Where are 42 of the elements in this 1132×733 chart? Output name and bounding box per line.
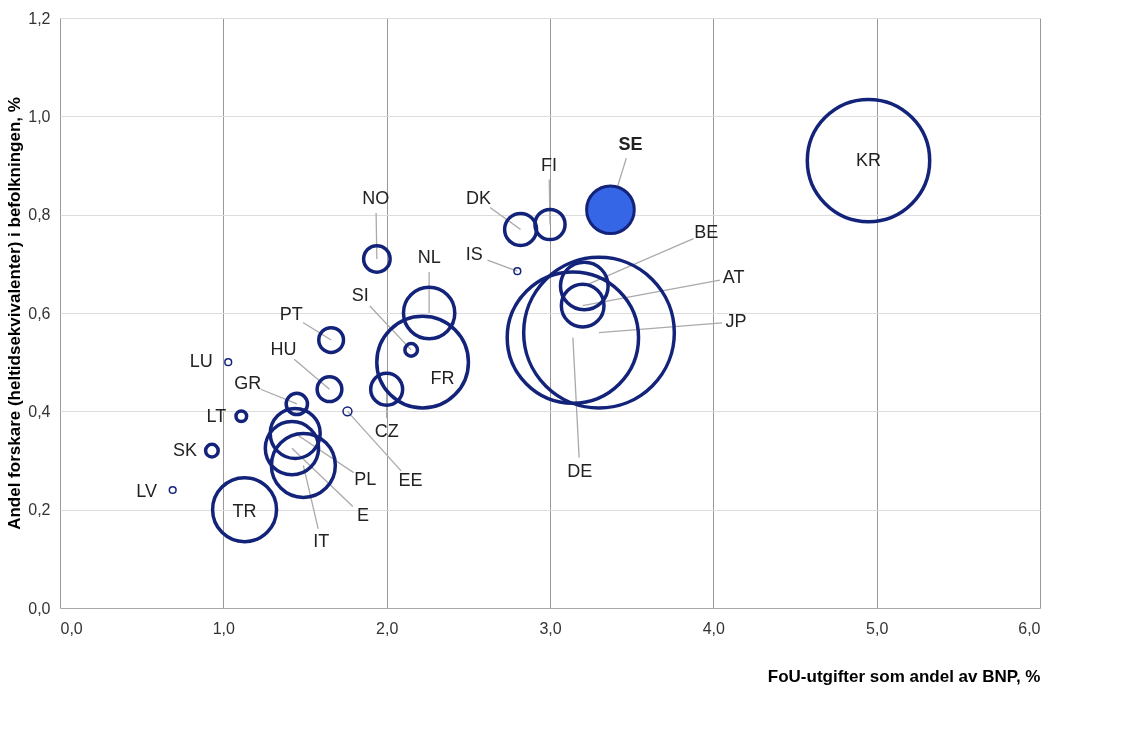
annotation: GR xyxy=(234,372,262,393)
annotation: EE xyxy=(398,470,423,491)
y-tick-label: 0,4 xyxy=(28,402,51,420)
annotation: JP xyxy=(725,310,747,331)
y-tick-label: 0,6 xyxy=(28,304,51,322)
annotation: SK xyxy=(172,439,197,460)
annotation: E xyxy=(356,505,369,526)
annotation: NO xyxy=(362,187,390,208)
annotation: HU xyxy=(270,339,297,360)
annotation: IT xyxy=(313,531,330,552)
annotation: DE xyxy=(567,460,593,481)
annotation: FI xyxy=(541,154,557,175)
y-tick-label: 1,0 xyxy=(28,107,51,125)
x-tick-label: 1,0 xyxy=(212,619,236,637)
annotation: AT xyxy=(722,266,745,287)
y-tick-label: 1,2 xyxy=(28,9,51,27)
annotation: CZ xyxy=(374,421,399,442)
x-tick-label: 0,0 xyxy=(60,619,83,637)
y-tick-label: 0,0 xyxy=(28,599,51,617)
y-axis-title: Andel forskare (heltidsekvivalenter) i befolkningen, % xyxy=(5,97,25,530)
annotation: LU xyxy=(189,351,213,372)
x-tick-label: 4,0 xyxy=(702,619,726,637)
annotation: PT xyxy=(279,304,303,325)
annotation: IS xyxy=(465,244,483,265)
x-tick-label: 6,0 xyxy=(1018,619,1041,637)
annotation: LV xyxy=(136,481,158,501)
annotation: PL xyxy=(354,469,377,490)
annotation: FR xyxy=(430,368,455,389)
x-tick-label: 5,0 xyxy=(866,619,889,637)
x-tick-label: 3,0 xyxy=(539,619,562,637)
annotation: TR xyxy=(232,500,257,521)
annotation: BE xyxy=(694,221,719,242)
annotation: LT xyxy=(206,406,227,427)
x-tick-label: 2,0 xyxy=(376,619,399,637)
x-axis-title: FoU-utgifter som andel av BNP, % xyxy=(767,666,1041,686)
y-tick-label: 0,2 xyxy=(28,501,51,519)
annotation: NL xyxy=(417,247,441,267)
annotation: DK xyxy=(466,188,492,209)
annotation: SE xyxy=(618,133,643,154)
y-tick-label: 0,8 xyxy=(28,206,51,224)
annotation: KR xyxy=(855,149,882,170)
annotation: SI xyxy=(351,284,369,305)
